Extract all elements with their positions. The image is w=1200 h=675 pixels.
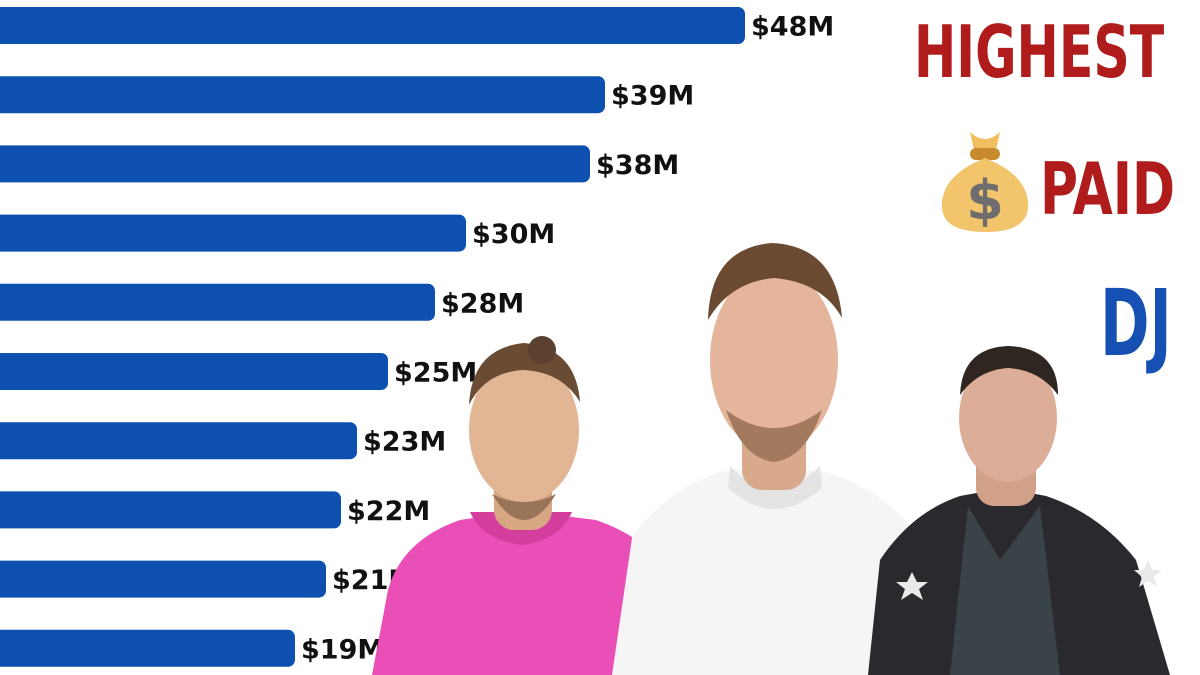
- bar-value-label-6: $25M: [394, 358, 477, 389]
- bar-5: [0, 283, 435, 321]
- bar-10: [0, 629, 295, 667]
- money-bag-icon: $: [932, 124, 1038, 236]
- title-line-highest: HIGHEST: [914, 10, 1165, 94]
- title-line-paid: PAID: [1040, 147, 1176, 231]
- title-line-dj: DJ: [1100, 270, 1172, 377]
- bar-value-label-4: $30M: [472, 219, 555, 250]
- bar-1: [0, 7, 745, 44]
- bar-6: [0, 353, 388, 390]
- bar-2: [0, 76, 605, 114]
- bar-value-label-9: $21M: [332, 565, 415, 596]
- bar-8: [0, 491, 341, 529]
- bar-value-label-10: $19M: [301, 634, 384, 665]
- bar-7: [0, 422, 357, 460]
- bar-value-label-3: $38M: [596, 150, 679, 181]
- bar-value-label-2: $39M: [611, 81, 694, 112]
- svg-text:$: $: [966, 169, 1004, 232]
- bar-value-label-1: $48M: [751, 12, 834, 43]
- bar-value-label-8: $22M: [347, 496, 430, 527]
- bar-9: [0, 560, 326, 598]
- bar-value-label-7: $23M: [363, 427, 446, 458]
- bar-4: [0, 214, 466, 252]
- bar-3: [0, 145, 590, 183]
- bar-value-label-5: $28M: [441, 288, 524, 319]
